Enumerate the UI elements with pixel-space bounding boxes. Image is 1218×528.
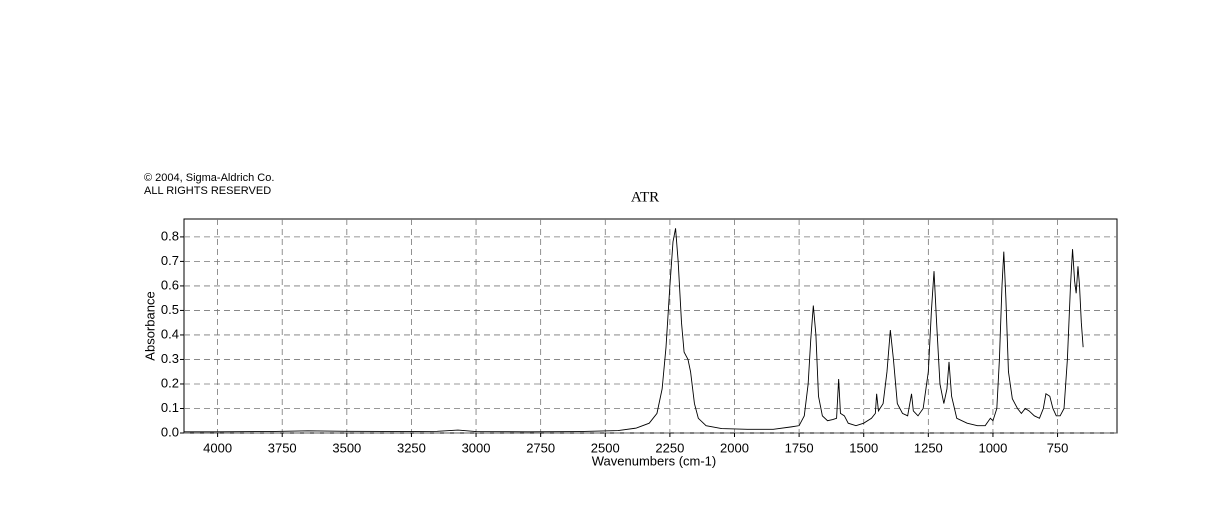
y-tick-label: 0.5 (161, 302, 179, 317)
y-tick-label: 0.4 (161, 326, 179, 341)
y-tick-label: 0.0 (161, 424, 179, 439)
x-tick-label: 3000 (462, 440, 491, 455)
x-tick-label: 2500 (591, 440, 620, 455)
x-tick-label: 4000 (203, 440, 232, 455)
x-tick-label: 1000 (978, 440, 1007, 455)
y-tick-label: 0.7 (161, 253, 179, 268)
x-tick-label: 2750 (526, 440, 555, 455)
y-axis-title: Absorbance (142, 291, 157, 360)
x-axis-title: Wavenumbers (cm-1) (592, 453, 716, 468)
x-tick-label: 1500 (849, 440, 878, 455)
copyright: © 2004, Sigma-Aldrich Co. (144, 172, 274, 184)
y-tick-label: 0.6 (161, 277, 179, 292)
x-tick-label: 1750 (785, 440, 814, 455)
x-tick-label: 2250 (655, 440, 684, 455)
x-tick-label: 3750 (268, 440, 297, 455)
rights: ALL RIGHTS RESERVED (144, 185, 271, 197)
plot-frame (183, 218, 1118, 434)
x-tick-label: 3500 (332, 440, 361, 455)
y-tick-label: 0.3 (161, 351, 179, 366)
y-tick-label: 0.2 (161, 375, 179, 390)
y-tick-label: 0.8 (161, 228, 179, 243)
x-tick-label: 3250 (397, 440, 426, 455)
x-tick-label: 1250 (914, 440, 943, 455)
x-tick-label: 2000 (720, 440, 749, 455)
spectrum-line (184, 228, 1084, 433)
x-tick-label: 750 (1047, 440, 1069, 455)
chart-title: ATR (631, 189, 659, 205)
y-tick-label: 0.1 (161, 400, 179, 415)
